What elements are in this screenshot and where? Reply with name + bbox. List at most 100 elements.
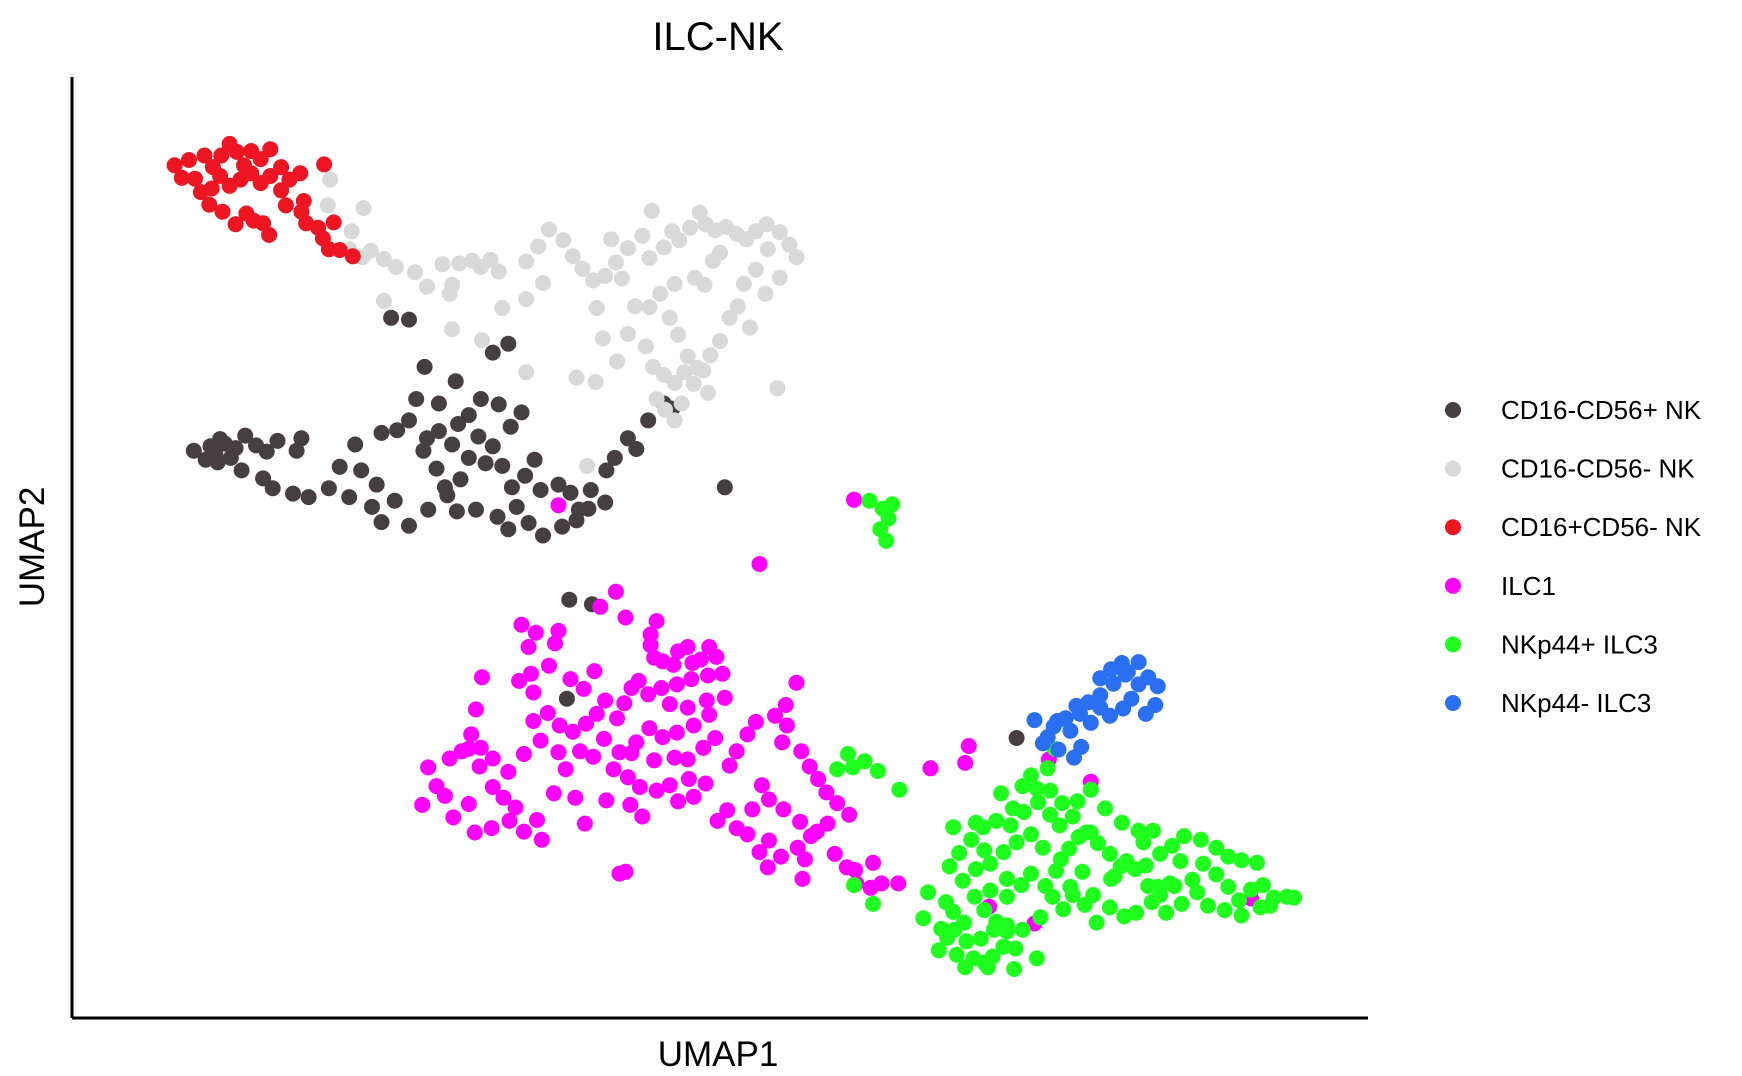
data-point [1123, 690, 1140, 707]
data-point [652, 285, 669, 302]
data-point [1092, 687, 1109, 704]
data-point [982, 855, 999, 872]
data-point [995, 938, 1012, 955]
data-point [450, 416, 467, 432]
data-point [775, 801, 792, 818]
data-point [692, 651, 709, 668]
data-point [781, 236, 798, 253]
data-point [1286, 889, 1303, 906]
data-point [1085, 887, 1102, 903]
data-point [1073, 738, 1090, 755]
data-point [1023, 865, 1039, 882]
data-point [574, 260, 591, 277]
data-point [490, 396, 507, 413]
data-point [661, 309, 678, 326]
data-point [494, 457, 511, 474]
data-point [954, 872, 971, 889]
data-point [841, 806, 858, 823]
data-point [1176, 828, 1192, 845]
data-point [252, 151, 269, 168]
data-point [655, 239, 672, 256]
data-point [1137, 857, 1154, 874]
data-point [794, 870, 811, 887]
data-point [173, 169, 190, 186]
data-point [578, 715, 594, 732]
data-point [1034, 839, 1051, 856]
data-point [472, 391, 489, 407]
data-point [1208, 866, 1225, 883]
legend-label: CD16-CD56+ NK [1501, 395, 1702, 425]
data-point [691, 204, 708, 221]
data-point [1034, 735, 1051, 752]
data-point [1220, 848, 1237, 865]
data-point [670, 326, 687, 343]
data-point [466, 824, 483, 841]
data-point [341, 489, 358, 506]
data-point [564, 723, 581, 740]
data-point [1082, 824, 1099, 841]
data-point [419, 278, 435, 295]
data-point [596, 730, 612, 747]
data-point [448, 503, 465, 520]
data-point [1149, 878, 1166, 895]
data-point [808, 823, 825, 840]
data-point [1101, 845, 1118, 862]
data-point [520, 515, 537, 531]
data-point [401, 311, 417, 328]
data-point [471, 758, 488, 775]
data-point [679, 751, 696, 768]
data-point [641, 250, 658, 267]
legend-label: ILC1 [1501, 571, 1556, 601]
data-point [1243, 881, 1259, 898]
data-point [796, 851, 813, 868]
data-point [671, 232, 688, 249]
data-point [1097, 800, 1114, 817]
data-point [774, 734, 791, 751]
data-points [166, 135, 1303, 977]
data-point [201, 196, 218, 213]
data-point [490, 263, 507, 280]
data-point [1064, 887, 1081, 903]
data-point [1113, 814, 1130, 831]
data-point [793, 743, 810, 760]
data-point [1074, 863, 1091, 880]
data-point [227, 440, 244, 457]
data-point [515, 746, 532, 762]
legend-marker [1445, 402, 1461, 418]
data-point [187, 170, 203, 187]
data-point [759, 859, 776, 876]
data-point [634, 808, 651, 825]
data-point [698, 692, 715, 709]
data-point [945, 819, 962, 836]
data-point [501, 812, 518, 829]
data-point [607, 254, 624, 271]
data-point [728, 743, 745, 760]
data-point [873, 875, 890, 892]
data-point [680, 771, 697, 787]
data-point [700, 384, 716, 401]
data-point [535, 275, 551, 291]
data-point [679, 699, 696, 716]
data-point [673, 395, 690, 412]
data-point [712, 333, 728, 349]
data-point [484, 438, 501, 455]
data-point [209, 454, 226, 471]
data-point [922, 760, 939, 777]
data-point [1101, 899, 1118, 916]
data-point [648, 782, 665, 799]
data-point [472, 739, 489, 756]
data-point [661, 777, 678, 794]
data-point [513, 404, 530, 421]
data-point [277, 197, 294, 214]
data-point [575, 680, 592, 697]
data-point [654, 729, 671, 746]
data-point [685, 788, 702, 805]
data-point [609, 353, 626, 370]
data-point [539, 705, 556, 721]
data-point [702, 347, 719, 364]
data-point [273, 182, 290, 199]
data-point [865, 854, 882, 871]
chart-title: ILC-NK [652, 15, 783, 59]
data-point [1069, 793, 1086, 810]
